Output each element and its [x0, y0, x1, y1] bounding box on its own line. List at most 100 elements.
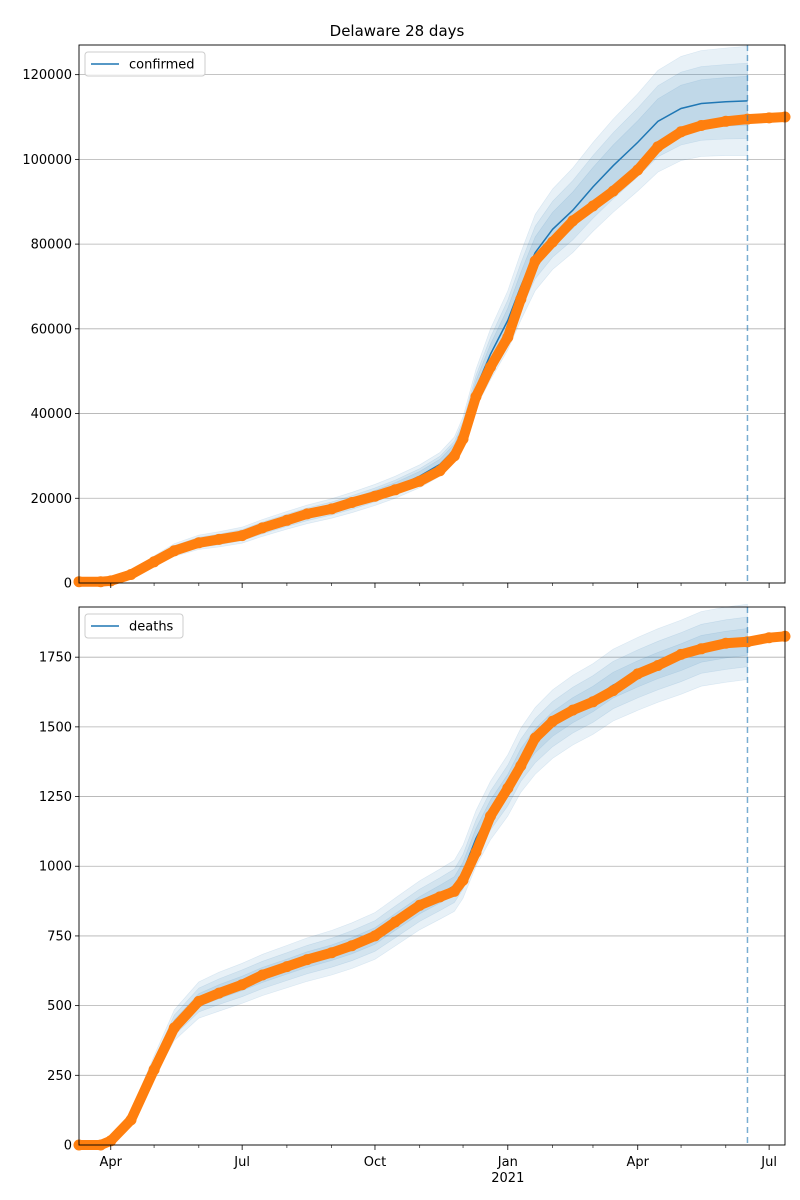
observed-point: [448, 450, 460, 462]
observed-point: [105, 575, 117, 587]
observed-point: [281, 961, 293, 973]
deaths-panel: 0 250 500 750 1000 1250 1500 1750 deaths: [39, 603, 791, 1154]
observed-point: [168, 1022, 180, 1034]
observed-point: [125, 569, 137, 580]
observed-point: [434, 891, 446, 903]
observed-point: [457, 433, 469, 445]
y-tick-label: 20000: [31, 492, 72, 507]
y-tick-label: 0: [64, 577, 72, 592]
y-tick-label: 120000: [22, 68, 72, 83]
observed-point: [148, 556, 160, 568]
y-tick-label: 1250: [39, 790, 72, 805]
x-tick-label: Jul: [760, 1155, 777, 1170]
legend-label: deaths: [129, 620, 174, 635]
observed-point: [485, 810, 496, 822]
y-tick-label: 40000: [31, 407, 72, 422]
observed-point: [448, 885, 460, 897]
axes-frame: [78, 44, 786, 584]
legend: confirmed: [84, 51, 206, 77]
legend-box: [84, 51, 206, 77]
observed-point: [369, 490, 381, 502]
y-tick-label: 80000: [31, 238, 72, 253]
observed-point: [301, 954, 313, 966]
observed-point: [587, 696, 599, 708]
observed-point: [105, 1135, 117, 1147]
x-tick-label: Jul: [233, 1155, 250, 1170]
observed-point: [470, 846, 482, 858]
observed-point: [587, 200, 599, 212]
legend: deaths: [84, 613, 184, 639]
y-tick-label: 100000: [22, 153, 72, 168]
observed-point: [763, 632, 775, 644]
observed-point: [95, 576, 107, 588]
y-tick-label: 1000: [39, 860, 72, 875]
observed-point: [485, 361, 496, 373]
observed-point: [457, 874, 469, 886]
observed-point: [389, 916, 401, 928]
observed-point: [256, 969, 268, 981]
observed-point: [369, 930, 381, 942]
observed-point: [632, 164, 644, 176]
x-tick-label: Jan: [497, 1155, 518, 1170]
observed-point: [529, 732, 541, 744]
observed-point: [502, 782, 514, 794]
observed-point: [515, 760, 527, 772]
observed-point: [547, 715, 559, 727]
observed-point: [213, 533, 225, 545]
observed-point: [301, 508, 313, 520]
observed-point: [414, 475, 426, 487]
figure-title: Delaware 28 days: [330, 22, 465, 40]
observed-point: [193, 995, 205, 1007]
observed-point: [346, 497, 358, 508]
x-tick-label: Apr: [626, 1155, 649, 1170]
legend-label: confirmed: [129, 58, 195, 73]
observed-point: [193, 537, 205, 549]
y-tick-label: 0: [64, 1139, 72, 1154]
observed-point: [547, 236, 559, 248]
observed-point: [529, 255, 541, 267]
observed-point: [389, 484, 401, 496]
y-tick-label: 250: [47, 1069, 72, 1084]
observed-point: [502, 331, 514, 343]
observed-point: [326, 947, 338, 959]
observed-point: [434, 465, 446, 477]
axes-frame: [78, 606, 786, 1146]
observed-point: [236, 530, 248, 542]
observed-point: [414, 899, 426, 911]
observed-point: [168, 545, 180, 557]
y-tick-label: 1500: [39, 720, 72, 735]
observed-point: [346, 940, 358, 952]
confirmed-panel: 0 20000 40000 60000 80000 100000 120000 confirm…: [22, 44, 791, 592]
observed-point: [125, 1114, 137, 1126]
observed-point: [236, 979, 248, 991]
observed-point: [652, 660, 664, 671]
y-tick-label: 60000: [31, 322, 72, 337]
y-tick-label: 750: [47, 929, 72, 944]
y-tick-label: 500: [47, 999, 72, 1014]
observed-point: [148, 1064, 160, 1076]
x-tick-label: Oct: [364, 1155, 386, 1170]
observed-point: [695, 120, 707, 131]
x-tick-year-label: 2021: [491, 1171, 524, 1186]
observed-point: [567, 704, 579, 716]
x-tick-label: Apr: [100, 1155, 123, 1170]
observed-point: [607, 685, 619, 697]
observed-point: [256, 522, 268, 534]
observed-point: [720, 637, 732, 649]
observed-point: [213, 987, 225, 999]
observed-point: [515, 293, 527, 305]
observed-point: [675, 126, 687, 138]
observed-point: [470, 391, 482, 403]
legend-box: [84, 613, 184, 639]
observed-point: [720, 115, 732, 127]
observed-point: [567, 215, 579, 227]
observed-line: [74, 112, 790, 587]
observed-point: [607, 185, 619, 197]
observed-point: [763, 112, 775, 124]
observed-point: [652, 141, 664, 153]
y-tick-label: 1750: [39, 651, 72, 666]
observed-point: [675, 648, 687, 660]
observed-point: [695, 643, 707, 655]
